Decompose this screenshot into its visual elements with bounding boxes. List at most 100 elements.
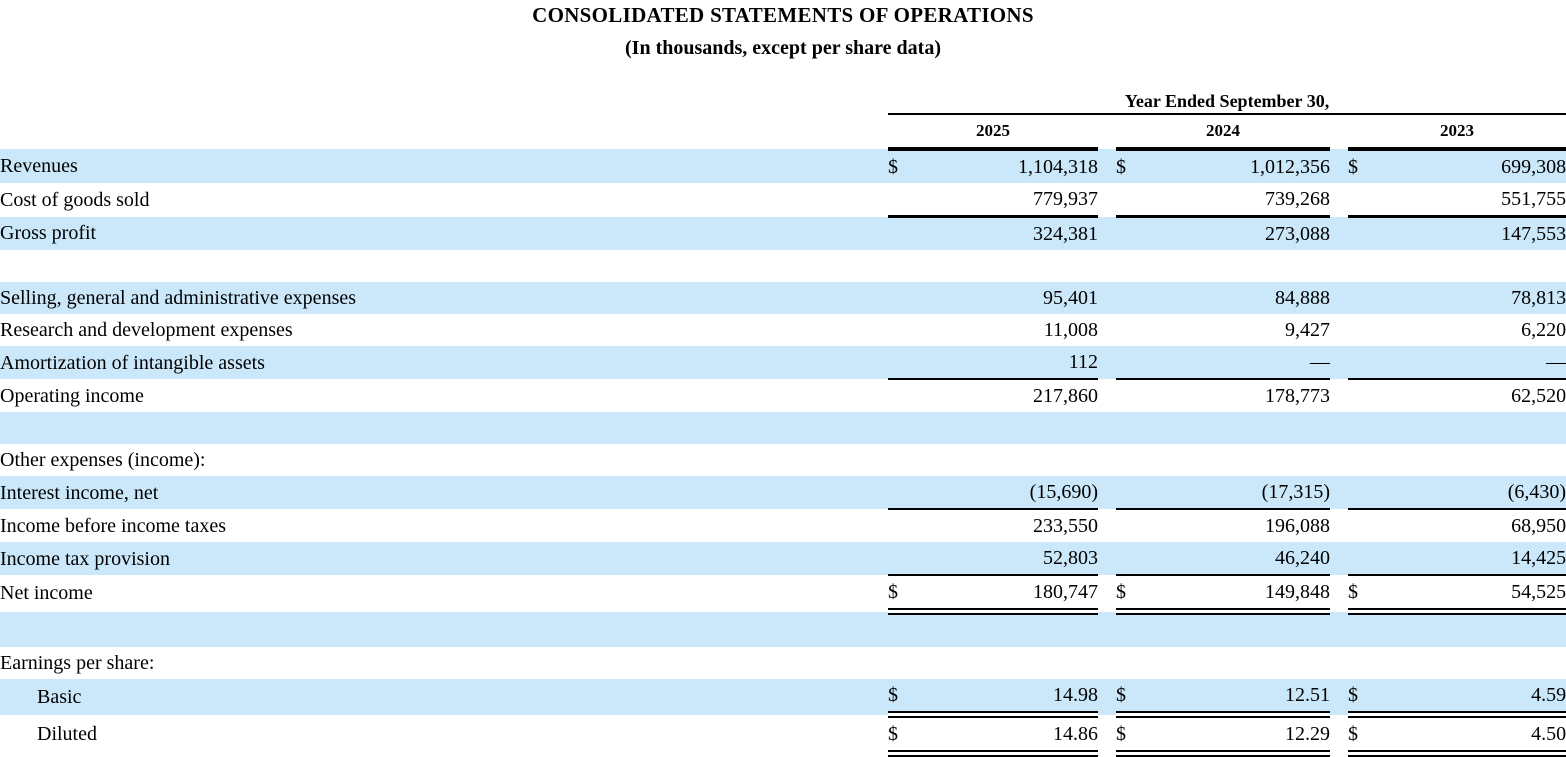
row-label: Selling, general and administrative expe… xyxy=(0,287,357,309)
dollar-sign xyxy=(1116,647,1146,679)
column-gap xyxy=(1098,715,1116,754)
column-gap xyxy=(1098,647,1116,679)
cell-value: 1,104,318 xyxy=(1018,156,1098,178)
cell-value: 196,088 xyxy=(1265,515,1330,537)
dollar-sign: $ xyxy=(888,575,918,615)
dollar-sign xyxy=(888,346,918,380)
cell-value: 95,401 xyxy=(1043,287,1098,309)
cell-value: 112 xyxy=(918,346,1098,380)
column-gap xyxy=(1098,149,1116,183)
column-gap xyxy=(1330,476,1348,509)
row-label: Amortization of intangible assets xyxy=(0,351,265,374)
cell-value: 84,888 xyxy=(1275,287,1330,309)
cell-value xyxy=(918,444,1098,476)
cell-value xyxy=(1146,250,1330,282)
table-row: Gross profit 324,381 273,088 147,553 xyxy=(0,216,1566,251)
table-row: Other expenses (income): xyxy=(0,444,1566,476)
row-label xyxy=(0,250,888,282)
row-label: Basic xyxy=(37,685,82,708)
cell-value: 1,012,356 xyxy=(1250,156,1330,178)
dollar-sign xyxy=(888,444,918,476)
table-row: Earnings per share: xyxy=(0,647,1566,679)
table-row: Interest income, net (15,690) (17,315) (6,4… xyxy=(0,476,1566,510)
table-row: Income tax provision 52,803 46,240 14,425 xyxy=(0,542,1566,576)
dollar-sign xyxy=(888,647,918,679)
dollar-sign xyxy=(888,542,918,576)
column-gap xyxy=(1330,183,1348,217)
table-row: Research and development expenses 11,008 9… xyxy=(0,314,1566,346)
cell-value: (17,315) xyxy=(1146,476,1330,510)
column-gap xyxy=(1098,412,1116,444)
cell-value: 14.98 xyxy=(918,679,1098,718)
cell-value xyxy=(1378,647,1566,679)
dollar-sign xyxy=(1348,476,1378,510)
row-label: Revenues xyxy=(0,155,78,177)
dollar-sign xyxy=(888,250,918,282)
cell-value: 9,427 xyxy=(1285,319,1330,341)
cell-value xyxy=(1146,444,1330,476)
dollar-sign xyxy=(888,379,918,412)
cell-value xyxy=(918,250,1098,282)
dollar-sign: $ xyxy=(1348,156,1358,178)
cell-value: 149,848 xyxy=(1146,575,1330,615)
dollar-sign xyxy=(1116,314,1146,346)
dollar-sign: $ xyxy=(1348,714,1378,757)
dollar-sign xyxy=(1348,379,1378,412)
cell-value: 14.86 xyxy=(918,714,1098,757)
dollar-sign xyxy=(1116,542,1146,576)
spacer-row xyxy=(0,611,1566,648)
dollar-sign xyxy=(1116,183,1146,218)
column-gap xyxy=(1330,379,1348,412)
dollar-sign: $ xyxy=(888,156,898,178)
dollar-sign: $ xyxy=(1348,679,1378,718)
dollar-sign: $ xyxy=(1116,575,1146,615)
table-row: Diluted $14.86 $12.29 $4.50 xyxy=(0,714,1566,757)
cell-value: 233,550 xyxy=(1033,515,1098,537)
cell-value: 699,308 xyxy=(1501,156,1566,178)
cell-value: 180,747 xyxy=(918,575,1098,615)
spacer-row xyxy=(0,412,1566,444)
row-label: Net income xyxy=(0,582,93,605)
dollar-sign: $ xyxy=(1116,156,1126,178)
dollar-sign xyxy=(888,217,918,251)
row-label: Earnings per share: xyxy=(0,652,155,674)
dollar-sign xyxy=(1348,444,1378,476)
table-row: Selling, general and administrative expe… xyxy=(0,282,1566,314)
cell-value: (6,430) xyxy=(1378,476,1566,510)
table-row: Income before income taxes 233,550 196,088… xyxy=(0,509,1566,542)
column-gap xyxy=(1098,314,1116,346)
column-gap xyxy=(1098,379,1116,412)
cell-value: 178,773 xyxy=(1265,385,1330,407)
column-gap xyxy=(1098,509,1116,542)
cell-value: — xyxy=(1146,346,1330,380)
dollar-sign xyxy=(1116,476,1146,510)
cell-value: 54,525 xyxy=(1378,575,1566,615)
header-spacer-cell xyxy=(0,82,888,114)
cell-value: 273,088 xyxy=(1265,223,1330,245)
cell-value xyxy=(918,412,1098,444)
column-gap xyxy=(1330,444,1348,476)
table-row: Amortization of intangible assets 112 — — xyxy=(0,346,1566,380)
cell-value: 551,755 xyxy=(1378,183,1566,218)
column-gap xyxy=(1098,542,1116,575)
dollar-sign: $ xyxy=(1116,679,1146,718)
column-gap xyxy=(1330,250,1348,282)
dollar-sign xyxy=(1348,282,1378,314)
table-row: Operating income 217,860 178,773 62,520 xyxy=(0,379,1566,412)
cell-value: 4.59 xyxy=(1378,679,1566,718)
dollar-sign xyxy=(1116,217,1146,251)
cell-value xyxy=(1378,444,1566,476)
cell-value xyxy=(1146,612,1330,648)
cell-value: — xyxy=(1378,346,1566,380)
column-gap xyxy=(1330,542,1348,575)
cell-value xyxy=(1378,250,1566,282)
column-gap xyxy=(1098,612,1116,648)
cell-value: 52,803 xyxy=(918,542,1098,576)
column-gap xyxy=(1330,509,1348,542)
dollar-sign xyxy=(1348,612,1378,648)
header-spacer-cell xyxy=(0,114,888,149)
dollar-sign xyxy=(1116,379,1146,412)
column-gap xyxy=(1330,612,1348,648)
dollar-sign xyxy=(1116,412,1146,444)
dollar-sign xyxy=(888,509,918,542)
